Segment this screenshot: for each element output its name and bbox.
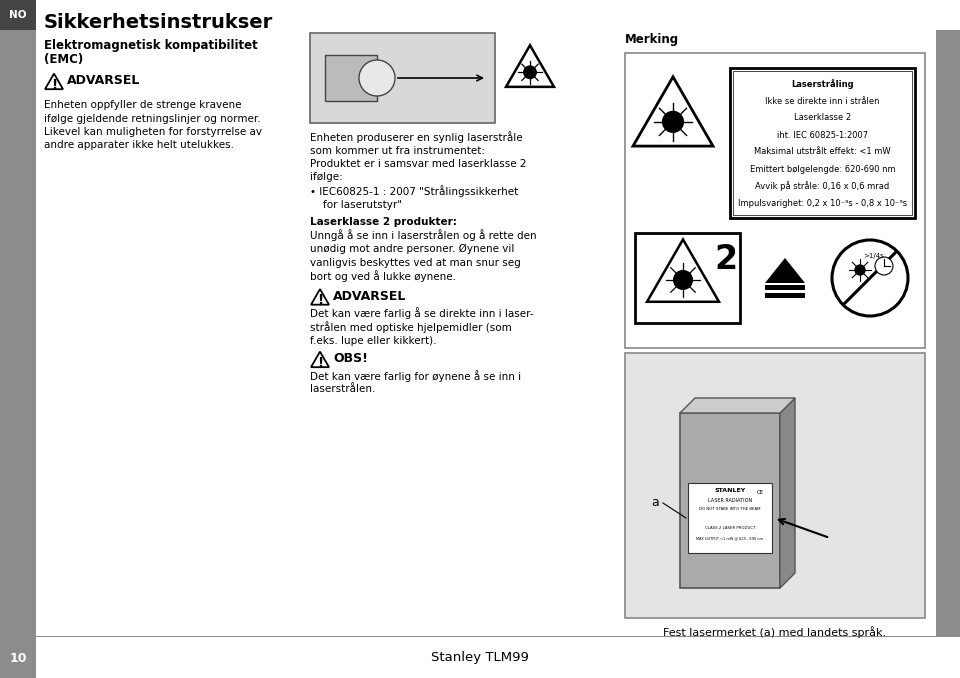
- Bar: [730, 68, 915, 218]
- Text: Elektromagnetisk kompatibilitet: Elektromagnetisk kompatibilitet: [44, 39, 257, 52]
- Bar: [765, 293, 805, 298]
- Bar: [0, 0, 36, 678]
- Bar: [325, 55, 377, 101]
- Text: bort og ved å lukke øynene.: bort og ved å lukke øynene.: [310, 270, 456, 282]
- Text: 2: 2: [714, 243, 737, 276]
- Text: STANLEY: STANLEY: [714, 489, 746, 494]
- Text: • IEC60825-1 : 2007 "Strålingssikkerhet: • IEC60825-1 : 2007 "Strålingssikkerhet: [310, 185, 518, 197]
- Text: CE: CE: [756, 490, 763, 496]
- Text: strålen med optiske hjelpemidler (som: strålen med optiske hjelpemidler (som: [310, 321, 512, 333]
- Bar: [0, 0, 36, 30]
- Bar: [310, 33, 495, 123]
- Bar: [765, 285, 805, 290]
- Circle shape: [662, 111, 684, 132]
- Text: !: !: [317, 355, 324, 370]
- Text: Maksimal utstrålt effekt: <1 mW: Maksimal utstrålt effekt: <1 mW: [755, 148, 891, 157]
- Text: vanligvis beskyttes ved at man snur seg: vanligvis beskyttes ved at man snur seg: [310, 258, 520, 268]
- Polygon shape: [780, 398, 795, 588]
- Text: Laserstråling: Laserstråling: [791, 79, 853, 89]
- Text: (EMC): (EMC): [44, 54, 84, 66]
- Bar: [733, 71, 912, 215]
- Text: laserstrålen.: laserstrålen.: [310, 384, 375, 395]
- Text: Ikke se direkte inn i strålen: Ikke se direkte inn i strålen: [765, 96, 879, 106]
- Bar: [936, 30, 960, 636]
- Text: f.eks. lupe eller kikkert).: f.eks. lupe eller kikkert).: [310, 336, 437, 346]
- Bar: [635, 233, 740, 323]
- Polygon shape: [506, 45, 554, 87]
- Text: Produktet er i samsvar med laserklasse 2: Produktet er i samsvar med laserklasse 2: [310, 159, 526, 169]
- Text: iht. IEC 60825-1:2007: iht. IEC 60825-1:2007: [777, 130, 868, 140]
- Text: som kommer ut fra instrumentet:: som kommer ut fra instrumentet:: [310, 146, 485, 155]
- Circle shape: [832, 240, 908, 316]
- Circle shape: [875, 257, 893, 275]
- Text: Merking: Merking: [625, 33, 679, 47]
- Bar: [625, 353, 925, 618]
- Text: Emittert bølgelengde: 620-690 nm: Emittert bølgelengde: 620-690 nm: [750, 165, 896, 174]
- Text: MAX OUTPUT <1 mW @ 620 - 690 nm: MAX OUTPUT <1 mW @ 620 - 690 nm: [697, 536, 763, 540]
- Text: ifølge:: ifølge:: [310, 172, 343, 182]
- Polygon shape: [633, 77, 713, 146]
- Polygon shape: [680, 398, 795, 413]
- Text: Laserklassifisering: Laserklassifisering: [310, 33, 435, 47]
- Bar: [625, 53, 925, 348]
- Text: ifølge gjeldende retningslinjer og normer.: ifølge gjeldende retningslinjer og norme…: [44, 113, 260, 123]
- Text: unødig mot andre personer. Øynene vil: unødig mot andre personer. Øynene vil: [310, 244, 515, 254]
- Text: Avvik på stråle: 0,16 x 0,6 mrad: Avvik på stråle: 0,16 x 0,6 mrad: [756, 181, 890, 191]
- Text: Enheten produserer en synlig laserstråle: Enheten produserer en synlig laserstråle: [310, 131, 522, 143]
- Text: Laserklasse 2: Laserklasse 2: [794, 113, 852, 123]
- Text: Likevel kan muligheten for forstyrrelse av: Likevel kan muligheten for forstyrrelse …: [44, 127, 262, 137]
- Circle shape: [524, 66, 537, 79]
- Text: Det kan være farlig for øynene å se inn i: Det kan være farlig for øynene å se inn …: [310, 370, 521, 382]
- Polygon shape: [647, 239, 719, 302]
- Text: Impulsvarighet: 0,2 x 10⁻⁹s - 0,8 x 10⁻⁹s: Impulsvarighet: 0,2 x 10⁻⁹s - 0,8 x 10⁻⁹…: [738, 199, 907, 207]
- Text: Stanley TLM99: Stanley TLM99: [431, 650, 529, 664]
- Text: Fest lasermerket (a) med landets språk.: Fest lasermerket (a) med landets språk.: [663, 626, 887, 638]
- Text: CLASS 2 LASER PRODUCT: CLASS 2 LASER PRODUCT: [705, 526, 756, 530]
- Circle shape: [359, 60, 395, 96]
- Text: NO: NO: [10, 10, 27, 20]
- Text: !: !: [317, 293, 324, 307]
- Text: Sikkerhetsinstrukser: Sikkerhetsinstrukser: [44, 14, 274, 33]
- Bar: [688, 483, 772, 553]
- Text: ADVARSEL: ADVARSEL: [67, 75, 140, 87]
- Text: !: !: [51, 77, 57, 92]
- Text: ADVARSEL: ADVARSEL: [333, 290, 406, 303]
- Text: >1/4s: >1/4s: [864, 253, 884, 259]
- Text: DO NOT STARE INTO THE BEAM: DO NOT STARE INTO THE BEAM: [699, 507, 760, 511]
- Text: Unngå å se inn i laserstrålen og å rette den: Unngå å se inn i laserstrålen og å rette…: [310, 230, 537, 241]
- Polygon shape: [765, 258, 805, 283]
- Text: Enheten oppfyller de strenge kravene: Enheten oppfyller de strenge kravene: [44, 100, 242, 110]
- Circle shape: [674, 271, 692, 290]
- Text: Det kan være farlig å se direkte inn i laser-: Det kan være farlig å se direkte inn i l…: [310, 308, 534, 319]
- Text: Laserklasse 2 produkter:: Laserklasse 2 produkter:: [310, 217, 457, 227]
- Text: a: a: [651, 496, 659, 509]
- Text: LASER RADIATION: LASER RADIATION: [708, 498, 752, 504]
- Text: for laserutstyr": for laserutstyr": [310, 199, 402, 210]
- Bar: [680, 413, 780, 588]
- Text: OBS!: OBS!: [333, 353, 368, 365]
- Text: 10: 10: [10, 652, 27, 664]
- Text: andre apparater ikke helt utelukkes.: andre apparater ikke helt utelukkes.: [44, 140, 234, 151]
- Circle shape: [855, 265, 865, 275]
